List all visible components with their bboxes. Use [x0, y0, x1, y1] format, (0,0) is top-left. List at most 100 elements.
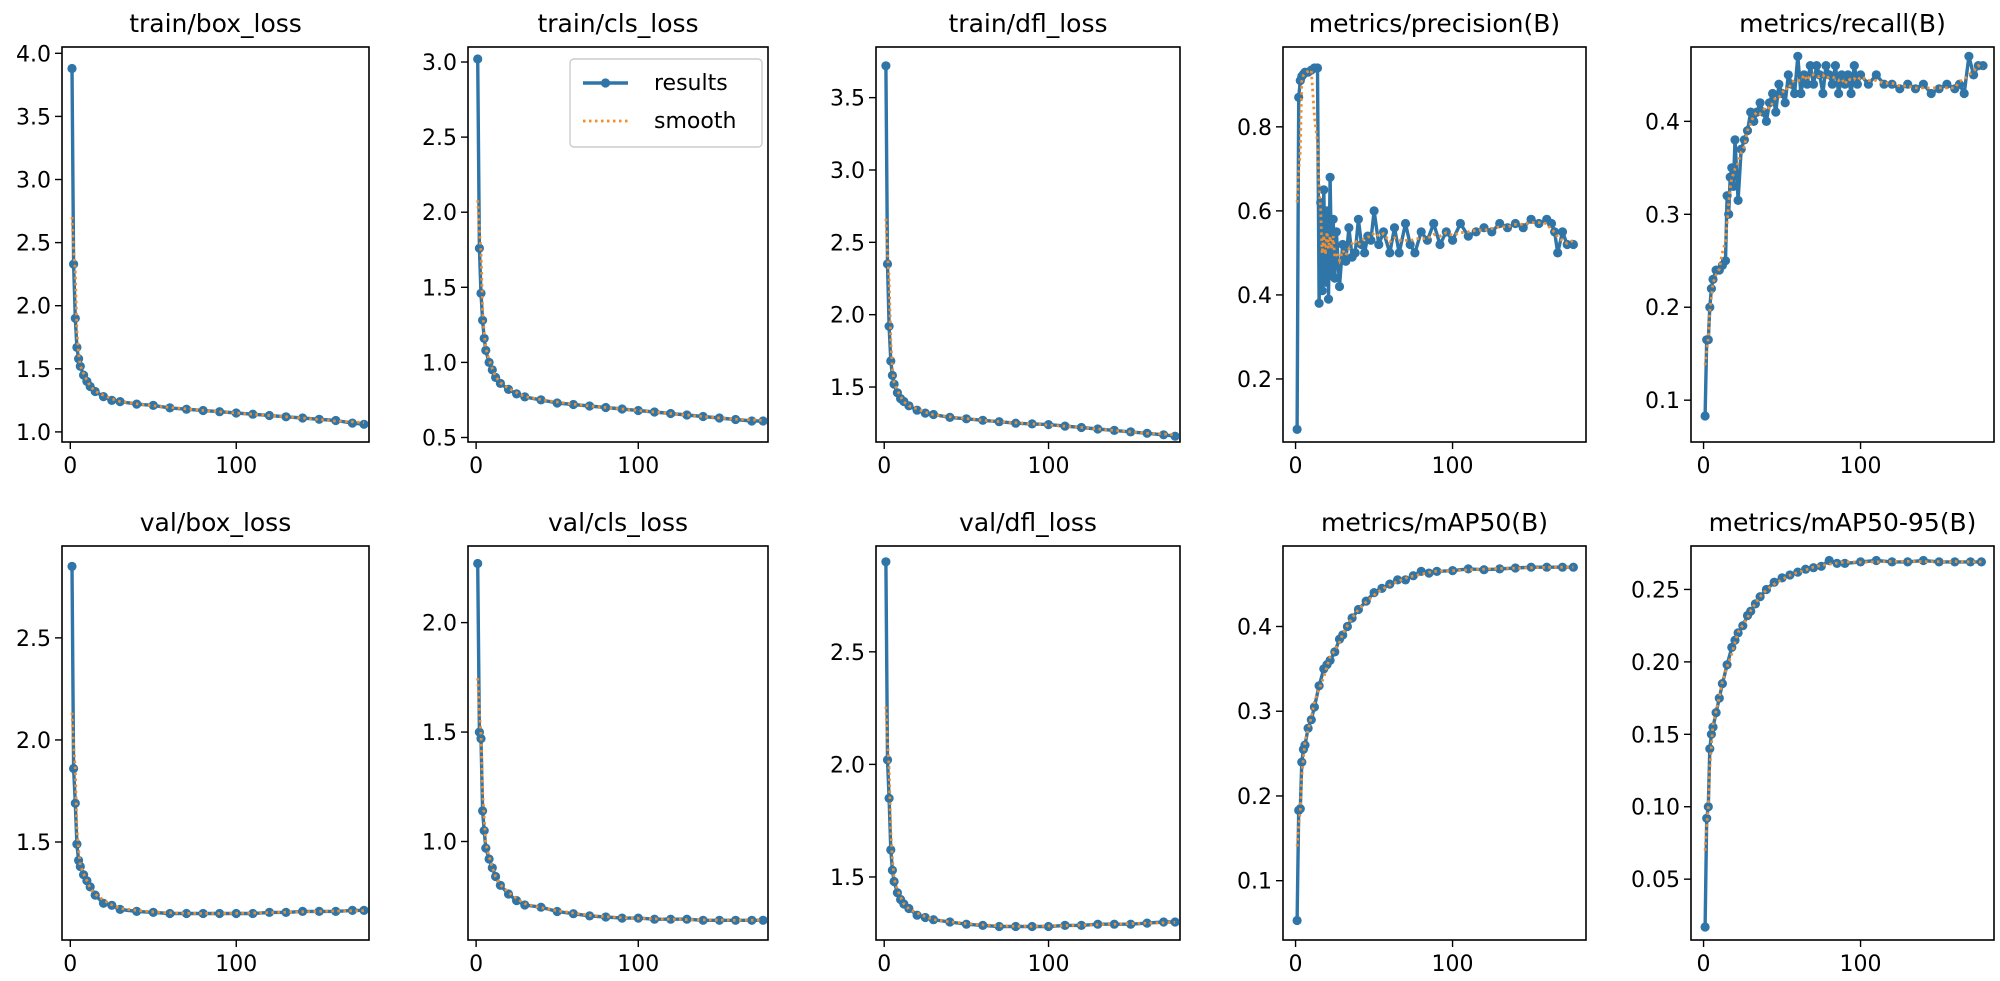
results-point	[1705, 302, 1715, 312]
smooth-line	[884, 706, 1176, 928]
results-point	[1942, 79, 1952, 89]
y-tick-label: 0.1	[1237, 870, 1272, 895]
results-point	[1043, 420, 1054, 430]
x-tick-label: 100	[215, 952, 257, 977]
y-tick-label: 2.0	[16, 295, 51, 320]
results-point	[503, 889, 514, 899]
results-point	[731, 915, 741, 925]
results-point	[1378, 227, 1389, 237]
results-point	[181, 908, 192, 919]
x-tick-label: 0	[469, 454, 483, 479]
results-point	[1510, 563, 1520, 573]
results-point	[1361, 596, 1371, 606]
results-point	[1700, 411, 1710, 421]
results-point	[1319, 185, 1329, 195]
results-point	[165, 403, 175, 413]
y-tick-label: 1.0	[422, 351, 457, 376]
results-point	[314, 414, 324, 424]
results-point	[1774, 79, 1784, 89]
results-point	[1389, 223, 1400, 233]
results-point	[1720, 256, 1731, 266]
results-point	[585, 401, 595, 411]
results-point	[945, 917, 955, 927]
axes-frame	[467, 46, 769, 443]
plot-title: metrics/precision(B)	[1309, 9, 1560, 38]
y-tick-label: 2.0	[830, 753, 865, 778]
results-point	[1325, 172, 1335, 182]
y-tick-label: 2.5	[830, 641, 865, 666]
x-tick-label: 0	[1289, 952, 1303, 977]
results-point	[1837, 70, 1847, 80]
results-point	[1170, 431, 1180, 441]
y-tick-label: 2.5	[830, 231, 865, 256]
results-point	[67, 561, 77, 572]
subplot-metrics-recall: metrics/recall(B) 0 100 0.1 0.2 0.3 0.4	[1645, 9, 1995, 479]
results-point	[1328, 214, 1338, 224]
y-tick-label: 0.20	[1631, 651, 1680, 676]
x-tick-label: 100	[215, 454, 257, 479]
y-tick-label: 0.2	[1237, 368, 1272, 393]
plot-title: val/dfl_loss	[959, 508, 1097, 537]
results-point	[1011, 921, 1021, 932]
y-tick-label: 1.5	[16, 358, 51, 383]
results-point	[1338, 630, 1348, 640]
results-point	[1700, 922, 1710, 932]
results-point	[1793, 51, 1803, 61]
plot-title: val/cls_loss	[548, 508, 688, 537]
results-point	[1733, 195, 1743, 205]
results-point	[148, 400, 158, 410]
x-tick-label: 100	[1028, 454, 1070, 479]
results-point	[1331, 227, 1341, 237]
results-point	[961, 919, 972, 929]
y-tick-label: 3.5	[16, 105, 51, 130]
results-point	[1060, 920, 1070, 931]
subplot-val-box-loss: val/box_loss 0 100 1.5 2.0 2.5	[16, 508, 370, 977]
x-tick-label: 0	[877, 454, 891, 479]
results-point	[1429, 218, 1439, 229]
smooth-line	[476, 678, 764, 922]
smooth-line	[1295, 565, 1574, 847]
y-tick-label: 3.0	[16, 169, 51, 194]
results-point	[1320, 277, 1330, 287]
plot-title: train/cls_loss	[537, 9, 698, 38]
results-point	[568, 399, 579, 410]
results-point	[666, 914, 676, 924]
y-tick-label: 0.4	[1237, 615, 1272, 640]
results-point	[649, 914, 660, 924]
results-point	[1027, 419, 1037, 429]
results-point	[1728, 181, 1738, 191]
results-point	[1846, 88, 1856, 99]
results-point	[1761, 116, 1771, 126]
y-tick-label: 2.5	[422, 126, 457, 151]
axes-frame	[875, 545, 1181, 941]
plot-title: metrics/recall(B)	[1739, 9, 1946, 38]
results-point	[1802, 79, 1812, 89]
results-point	[1790, 88, 1800, 99]
results-line	[1295, 66, 1574, 430]
smooth-line	[70, 712, 365, 915]
results-point	[1965, 557, 1976, 567]
y-tick-label: 2.0	[422, 201, 457, 226]
results-point	[1764, 98, 1775, 108]
results-point	[1312, 63, 1323, 73]
results-point	[1856, 70, 1866, 80]
results-point	[920, 912, 930, 923]
results-line	[476, 563, 764, 922]
y-tick-label: 0.10	[1631, 796, 1680, 821]
results-point	[1126, 919, 1136, 929]
results-point	[1353, 214, 1363, 224]
results-point	[1808, 79, 1819, 89]
results-point	[1435, 239, 1445, 250]
results-point	[1714, 693, 1724, 703]
results-point	[331, 906, 341, 917]
legend-smooth-label: smooth	[654, 109, 736, 134]
results-point	[1769, 577, 1779, 587]
results-point	[1768, 88, 1778, 99]
subplot-val-cls-loss: val/cls_loss 0 100 1.0 1.5 2.0	[422, 508, 769, 977]
results-point	[1495, 218, 1505, 229]
x-tick-label: 0	[63, 952, 77, 977]
results-point	[1400, 218, 1411, 229]
results-point	[1405, 239, 1415, 250]
results-point	[1322, 206, 1332, 216]
results-point	[1730, 135, 1740, 145]
